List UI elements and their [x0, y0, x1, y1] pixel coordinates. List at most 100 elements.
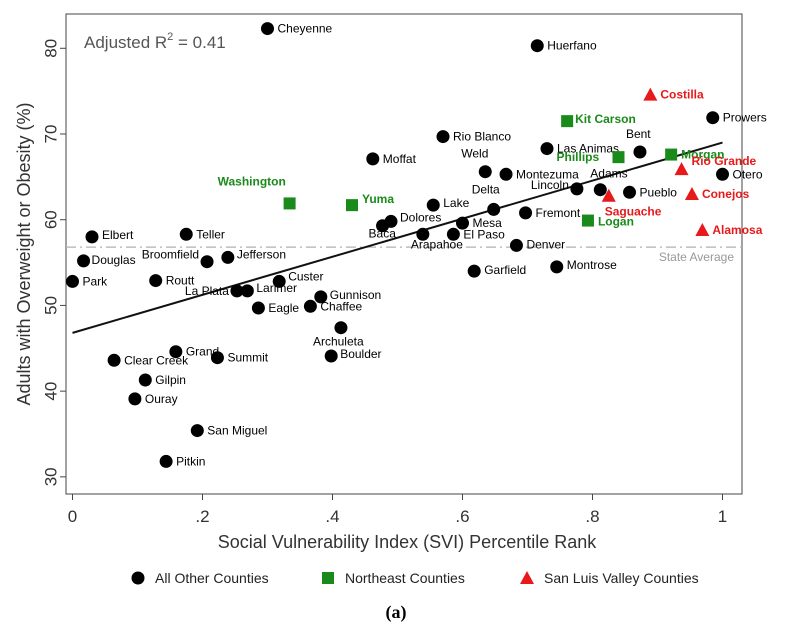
- point-label-denver: Denver: [526, 237, 565, 251]
- point-label-montrose: Montrose: [567, 258, 617, 272]
- point-label-park: Park: [83, 274, 109, 288]
- point-label-la-plata: La Plata: [185, 284, 229, 298]
- point-cheyenne: [261, 22, 274, 36]
- point-label-lake: Lake: [443, 196, 469, 210]
- x-tick-label: 0: [68, 507, 77, 526]
- point-montrose: [550, 260, 564, 274]
- x-axis-ticks: 0 .2 .4 .6 .8 1: [68, 494, 727, 526]
- point-label-ouray: Ouray: [145, 392, 178, 406]
- point-adams: [593, 183, 607, 197]
- point-label-dolores: Dolores: [400, 210, 441, 224]
- point-summit: [210, 351, 224, 365]
- point-ouray: [128, 392, 142, 406]
- point-larimer: [240, 284, 254, 298]
- point-label-rio-blanco: Rio Blanco: [453, 130, 511, 144]
- point-yuma: [346, 199, 358, 212]
- point-label-gilpin: Gilpin: [155, 373, 186, 387]
- point-label-jefferson: Jefferson: [237, 247, 286, 261]
- point-saguache: [601, 188, 616, 202]
- point-label-larimer: Larimer: [256, 281, 297, 295]
- point-label-cheyenne: Cheyenne: [278, 22, 333, 36]
- point-label-saguache: Saguache: [605, 205, 662, 219]
- legend: All Other Counties Northeast Counties San …: [131, 570, 699, 586]
- subfigure-label: (a): [386, 602, 407, 623]
- point-label-fremont: Fremont: [536, 206, 581, 220]
- point-weld: [478, 165, 492, 179]
- point-garfield: [467, 264, 481, 278]
- point-label-arapahoe: Arapahoe: [411, 237, 463, 251]
- point-pueblo: [623, 185, 637, 199]
- point-jefferson: [221, 250, 235, 264]
- point-label-mesa: Mesa: [473, 216, 503, 230]
- point-kit-carson: [561, 115, 574, 128]
- point-phillips: [612, 151, 625, 164]
- point-label-conejos: Conejos: [702, 187, 750, 201]
- point-logan: [581, 214, 594, 227]
- point-douglas: [77, 254, 91, 268]
- y-tick-label: 70: [41, 125, 60, 144]
- point-huerfano: [530, 39, 544, 53]
- point-label-costilla: Costilla: [660, 88, 704, 102]
- point-la-plata: [230, 284, 244, 298]
- y-axis-ticks: 30 40 50 60 70 80: [41, 39, 66, 486]
- point-moffat: [366, 152, 380, 166]
- point-baca: [376, 219, 390, 233]
- point-label-san-miguel: San Miguel: [207, 424, 267, 438]
- state-average-reference: State Average: [66, 246, 742, 264]
- point-arapahoe: [416, 227, 430, 241]
- point-label-gunnison: Gunnison: [330, 288, 381, 302]
- point-alamosa: [695, 223, 710, 236]
- regression-fit-line: [72, 141, 723, 334]
- x-tick-label: .8: [585, 507, 599, 526]
- y-tick-label: 30: [41, 467, 60, 486]
- point-label-prowers: Prowers: [723, 111, 767, 125]
- point-lincoln: [570, 182, 584, 196]
- point-label-custer: Custer: [288, 269, 323, 283]
- point-label-montezuma: Montezuma: [516, 167, 579, 181]
- point-mesa: [456, 216, 469, 230]
- point-archuleta: [334, 321, 348, 335]
- point-washington: [283, 197, 296, 210]
- point-otero: [716, 167, 729, 181]
- point-label-otero: Otero: [733, 167, 763, 181]
- point-label-lincoln: Lincoln: [531, 178, 569, 192]
- point-label-summit: Summit: [227, 351, 268, 365]
- point-lake: [426, 198, 440, 212]
- y-tick-label: 40: [41, 382, 60, 401]
- point-label-el-paso: El Paso: [463, 227, 505, 241]
- data-points: Cheyenne Huerfano Prowers Rio Blanco Las Ani…: [66, 22, 767, 468]
- point-bent: [633, 145, 647, 159]
- point-broomfield: [200, 255, 214, 269]
- point-rio-grande: [674, 162, 689, 176]
- series-san-luis-valley-counties: Costilla Rio Grande Conejos Saguache Alamosa: [601, 87, 763, 237]
- legend-label-san-luis-valley-counties: San Luis Valley Counties: [544, 570, 699, 586]
- y-tick-label: 60: [41, 210, 60, 229]
- y-tick-label: 80: [41, 39, 60, 58]
- point-label-yuma: Yuma: [362, 192, 394, 206]
- point-label-elbert: Elbert: [102, 228, 134, 242]
- point-label-rio-grande: Rio Grande: [692, 154, 757, 168]
- point-label-archuleta: Archuleta: [313, 335, 364, 349]
- x-tick-label: .4: [325, 507, 339, 526]
- x-axis-title: Social Vulnerability Index (SVI) Percent…: [218, 532, 598, 552]
- point-pitkin: [159, 454, 173, 468]
- plot-area: [65, 13, 743, 495]
- y-tick-label: 50: [41, 296, 60, 315]
- legend-label-northeast-counties: Northeast Counties: [345, 570, 465, 586]
- series-all-other-counties: Cheyenne Huerfano Prowers Rio Blanco Las Ani…: [66, 22, 767, 468]
- r2-value: = 0.41: [173, 33, 225, 52]
- state-average-label: State Average: [659, 250, 734, 264]
- point-costilla: [643, 87, 658, 101]
- point-label-las-animas: Las Animas: [557, 142, 619, 156]
- r2-prefix: Adjusted R: [84, 33, 167, 52]
- point-label-adams: Adams: [590, 167, 627, 181]
- point-rio-blanco: [436, 130, 450, 144]
- point-label-garfield: Garfield: [484, 263, 526, 277]
- series-northeast-counties: Kit Carson Morgan Phillips Washington Yuma Lo…: [218, 112, 725, 228]
- point-label-grand: Grand: [186, 345, 219, 359]
- point-label-alamosa: Alamosa: [712, 223, 762, 237]
- point-delta: [487, 202, 501, 216]
- point-label-clear-creek: Clear Creek: [124, 353, 189, 367]
- point-label-teller: Teller: [196, 227, 225, 241]
